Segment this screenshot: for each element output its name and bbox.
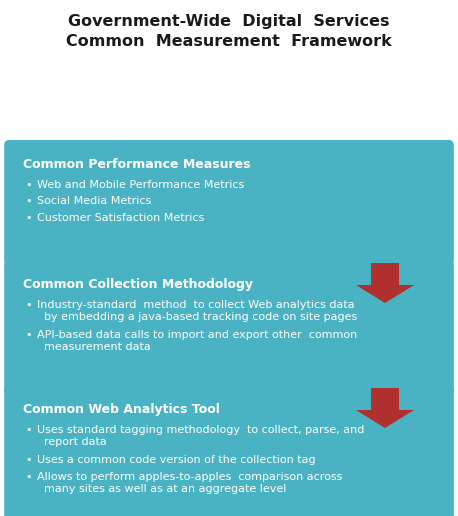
Text: •: • — [25, 472, 32, 481]
Text: •: • — [25, 425, 32, 435]
Text: •: • — [25, 213, 32, 223]
Text: Common Collection Methodology: Common Collection Methodology — [23, 278, 253, 291]
FancyBboxPatch shape — [4, 260, 454, 395]
Text: API-based data calls to import and export other  common
  measurement data: API-based data calls to import and expor… — [37, 330, 357, 352]
Text: •: • — [25, 455, 32, 465]
Text: •: • — [25, 180, 32, 190]
Text: •: • — [25, 330, 32, 340]
Text: Government-Wide  Digital  Services: Government-Wide Digital Services — [68, 14, 390, 29]
Text: Social Media Metrics: Social Media Metrics — [37, 197, 152, 206]
Text: Common  Measurement  Framework: Common Measurement Framework — [66, 34, 392, 49]
Text: Industry-standard  method  to collect Web analytics data
  by embedding a java-b: Industry-standard method to collect Web … — [37, 300, 357, 322]
Text: Uses a common code version of the collection tag: Uses a common code version of the collec… — [37, 455, 316, 465]
FancyBboxPatch shape — [4, 140, 454, 265]
Polygon shape — [356, 263, 414, 303]
Text: Allows to perform apples-to-apples  comparison across
  many sites as well as at: Allows to perform apples-to-apples compa… — [37, 472, 343, 493]
FancyBboxPatch shape — [4, 385, 454, 516]
Text: •: • — [25, 197, 32, 206]
Text: •: • — [25, 300, 32, 310]
Text: Web and Mobile Performance Metrics: Web and Mobile Performance Metrics — [37, 180, 245, 190]
Text: Common Performance Measures: Common Performance Measures — [23, 158, 251, 171]
Text: Common Web Analytics Tool: Common Web Analytics Tool — [23, 403, 220, 416]
Text: Customer Satisfaction Metrics: Customer Satisfaction Metrics — [37, 213, 204, 223]
Polygon shape — [356, 388, 414, 428]
Text: Uses standard tagging methodology  to collect, parse, and
  report data: Uses standard tagging methodology to col… — [37, 425, 365, 447]
